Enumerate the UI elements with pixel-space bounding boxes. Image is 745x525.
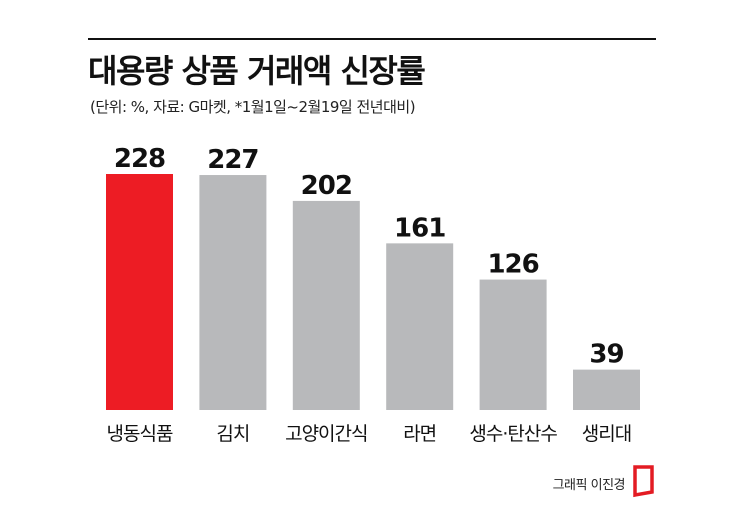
chart-title: 대용량 상품 거래액 신장률 <box>88 52 426 90</box>
category-label: 냉동식품 <box>107 423 173 445</box>
bar-value-label: 228 <box>114 144 165 174</box>
bar-value-label: 227 <box>207 145 258 175</box>
category-label: 생리대 <box>582 423 631 445</box>
bar-4 <box>386 243 454 410</box>
chart-subtitle: (단위: %, 자료: G마켓, *1월1일~2월19일 전년대비) <box>90 98 416 116</box>
bar-value-label: 202 <box>301 171 352 201</box>
category-label: 김치 <box>216 423 249 445</box>
bar-value-label: 39 <box>589 340 623 370</box>
bar-1 <box>106 174 173 410</box>
category-label: 라면 <box>403 423 436 445</box>
category-label: 생수·탄산수 <box>469 423 557 445</box>
newspaper-logo-icon <box>633 465 654 498</box>
graphic-credit: 그래픽 이진경 <box>552 478 626 493</box>
category-label: 고양이간식 <box>285 423 367 445</box>
bar-value-label: 126 <box>487 250 538 280</box>
bar-3 <box>292 200 360 410</box>
bar-value-label: 161 <box>394 213 445 243</box>
bar-5 <box>479 279 547 410</box>
top-rule <box>88 38 656 40</box>
bar-6 <box>573 369 640 410</box>
bar-2 <box>199 175 267 410</box>
